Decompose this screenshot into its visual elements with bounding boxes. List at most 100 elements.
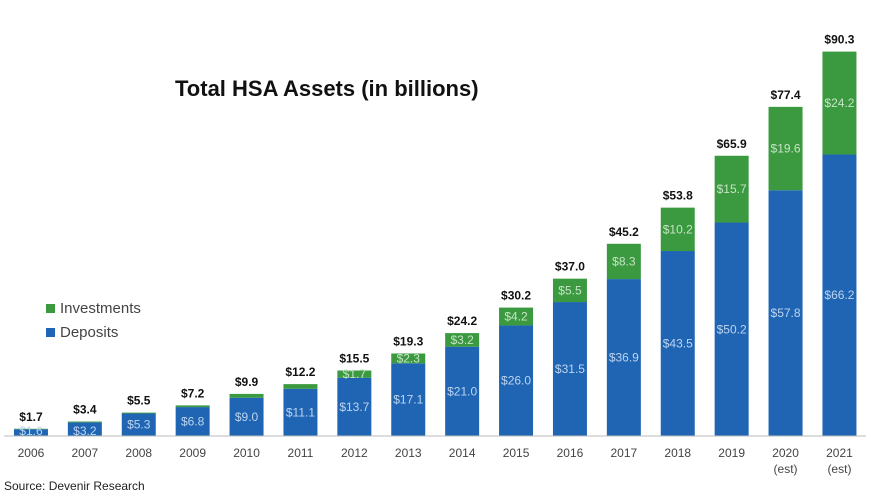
x-tick-2015: 2015	[503, 446, 530, 460]
label-deposits-2018: $43.5	[663, 337, 693, 351]
label-investments-2012: $1.7	[343, 367, 367, 381]
label-investments-2019: $15.7	[717, 182, 747, 196]
bar-investments-2016	[552, 278, 587, 303]
total-label-2006: $1.7	[19, 410, 43, 424]
x-tick-2018: 2018	[664, 446, 691, 460]
label-investments-2017: $8.3	[612, 254, 636, 268]
label-investments-2020: $19.6	[771, 142, 801, 156]
label-deposits-2012: $13.7	[339, 400, 369, 414]
label-investments-2013: $2.3	[397, 351, 421, 365]
label-deposits-2019: $50.2	[717, 322, 747, 336]
bar-deposits-2020	[768, 190, 803, 436]
total-label-2019: $65.9	[717, 137, 747, 151]
total-label-2010: $9.9	[235, 375, 259, 389]
total-labels-layer: $1.7 $3.4 $5.5 $7.2 $9.9 $12.2 $15.5 $19.3 $24.2…	[19, 33, 855, 424]
x-tick-2021: 2021	[826, 446, 853, 460]
legend-item-investments: Investments	[46, 296, 141, 320]
x-tick-2013: 2013	[395, 446, 422, 460]
bar-deposits-2010	[229, 397, 264, 436]
bar-investments-2011	[283, 384, 318, 389]
x-tick-2019: 2019	[718, 446, 745, 460]
x-tick-2012: 2012	[341, 446, 368, 460]
bar-deposits-2008	[121, 413, 156, 436]
bar-investments-2021	[822, 51, 857, 155]
total-label-2015: $30.2	[501, 289, 531, 303]
label-deposits-2009: $6.8	[181, 415, 205, 429]
x-tick-2008: 2008	[125, 446, 152, 460]
legend-item-deposits: Deposits	[46, 320, 141, 344]
bar-deposits-2006	[13, 429, 48, 436]
x-tick-2017: 2017	[610, 446, 637, 460]
total-label-2021: $90.3	[824, 33, 854, 47]
label-deposits-2006: $1.6	[19, 424, 43, 438]
total-label-2017: $45.2	[609, 225, 639, 239]
bar-deposits-2019	[714, 222, 749, 436]
bar-investments-2010	[229, 393, 264, 398]
total-label-2020: $77.4	[771, 88, 801, 102]
x-tick-2010: 2010	[233, 446, 260, 460]
label-deposits-2017: $36.9	[609, 351, 639, 365]
bar-investments-2019	[714, 155, 749, 223]
label-deposits-2014: $21.0	[447, 384, 477, 398]
total-label-2016: $37.0	[555, 260, 585, 274]
legend: Investments Deposits	[46, 296, 141, 344]
label-investments-2021: $24.2	[824, 96, 854, 110]
bar-investments-2017	[606, 243, 641, 280]
x-tick-2016: 2016	[557, 446, 584, 460]
bar-investments-2015	[499, 307, 534, 326]
label-deposits-2011: $11.1	[286, 405, 315, 419]
bar-deposits-2011	[283, 388, 318, 436]
bar-investments-2007	[67, 421, 102, 423]
bar-deposits-2012	[337, 377, 372, 436]
total-label-2007: $3.4	[73, 403, 97, 417]
label-investments-2014: $3.2	[450, 333, 474, 347]
legend-label-deposits: Deposits	[60, 323, 119, 341]
bar-deposits-2013	[391, 363, 426, 436]
bar-deposits-2015	[499, 325, 534, 436]
label-investments-2016: $5.5	[558, 283, 582, 297]
chart-title: Total HSA Assets (in billions)	[175, 76, 479, 101]
x-tick-2011: 2011	[288, 446, 314, 460]
x-tick-sublabel-2021: (est)	[827, 462, 851, 476]
label-deposits-2021: $66.2	[824, 288, 854, 302]
bar-deposits-2021	[822, 154, 857, 436]
label-deposits-2015: $26.0	[501, 374, 531, 388]
source-note: Source: Devenir Research	[4, 479, 145, 493]
legend-swatch-deposits	[46, 327, 55, 337]
segment-labels-layer: $1.6 $3.2 $5.3 $6.8 $9.0 $11.1 $13.7 $1.7 $17.1 $…	[19, 96, 855, 438]
bar-investments-2014	[445, 333, 480, 347]
bars-layer	[13, 51, 857, 436]
label-investments-2015: $4.2	[504, 310, 528, 324]
bar-investments-2018	[660, 207, 695, 252]
total-label-2013: $19.3	[393, 335, 423, 349]
total-label-2012: $15.5	[339, 352, 369, 366]
bar-investments-2013	[391, 353, 426, 364]
total-label-2008: $5.5	[127, 394, 151, 408]
label-deposits-2008: $5.3	[127, 418, 151, 432]
bar-deposits-2014	[445, 346, 480, 436]
bar-deposits-2017	[606, 279, 641, 436]
bar-investments-2012	[337, 370, 372, 378]
x-tick-2007: 2007	[71, 446, 98, 460]
x-tick-2009: 2009	[179, 446, 206, 460]
bar-investments-2008	[121, 412, 156, 414]
total-label-2018: $53.8	[663, 189, 693, 203]
bar-deposits-2007	[67, 422, 102, 436]
bar-investments-2009	[175, 405, 210, 408]
label-deposits-2010: $9.0	[235, 410, 259, 424]
label-deposits-2016: $31.5	[555, 362, 585, 376]
legend-swatch-investments	[46, 303, 55, 313]
bar-investments-2020	[768, 106, 803, 191]
x-axis: 2006 2007 2008 2009 2010 2011 2012 2013 2014 2015…	[4, 435, 866, 476]
x-tick-2020: 2020	[772, 446, 799, 460]
bar-deposits-2016	[552, 302, 587, 436]
label-investments-2018: $10.2	[663, 222, 693, 236]
label-deposits-2013: $17.1	[393, 393, 423, 407]
bar-deposits-2009	[175, 407, 210, 436]
x-tick-sublabel-2020: (est)	[774, 462, 798, 476]
total-label-2009: $7.2	[181, 386, 205, 400]
total-label-2014: $24.2	[447, 314, 477, 328]
legend-label-investments: Investments	[60, 299, 141, 317]
bar-deposits-2018	[660, 251, 695, 436]
